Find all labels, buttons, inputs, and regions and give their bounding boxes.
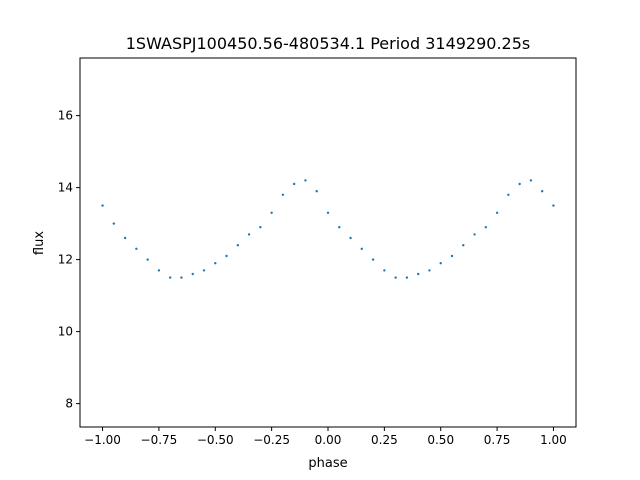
data-point [326,211,330,214]
data-point [315,190,318,193]
data-point [247,233,251,236]
y-axis-label: flux [32,231,47,255]
data-point [540,190,544,193]
data-point [338,226,341,229]
data-point [112,222,116,225]
y-tick-label: 12 [58,253,73,267]
y-axis-ticks: 8 10 12 14 16 [58,109,80,411]
data-point [236,244,240,247]
data-point [304,179,307,182]
data-point [168,276,172,279]
data-point [270,211,273,214]
data-point [462,244,465,247]
y-tick-label: 16 [58,109,73,123]
data-point [371,258,375,261]
data-point [101,204,104,207]
data-point [146,258,149,261]
data-points [101,179,555,279]
chart-title: 1SWASPJ100450.56-480534.1 Period 3149290… [126,34,531,53]
x-tick-label: −0.25 [253,433,290,447]
x-tick-label: 0.25 [371,433,398,447]
x-tick-label: 0.50 [427,433,454,447]
x-axis-label: phase [308,456,347,471]
x-tick-label: −0.75 [141,433,178,447]
data-point [360,247,364,250]
data-point [214,262,217,265]
x-tick-label: −0.50 [197,433,234,447]
x-tick-label: 0.00 [315,433,342,447]
data-point [529,179,533,182]
data-point [484,226,488,229]
data-point [495,211,499,214]
data-point [292,182,296,186]
data-point [383,269,386,272]
data-point [428,269,431,272]
data-point [405,276,409,279]
y-tick-label: 10 [58,325,73,339]
data-point [202,269,206,272]
y-tick-label: 14 [58,181,73,195]
x-tick-label: −1.00 [84,433,121,447]
data-point [157,269,161,272]
data-point [552,204,555,207]
x-axis-ticks: −1.00 −0.75 −0.50 −0.25 0.00 0.25 0.50 0.75 1.00 [84,427,567,447]
data-point [394,276,397,279]
data-point [180,276,183,279]
data-point [191,272,194,276]
data-point [518,182,521,186]
data-point [439,262,442,265]
data-point [473,233,476,236]
data-point [123,236,127,240]
data-point [225,254,228,258]
data-point [507,193,510,196]
data-point [259,226,262,229]
x-tick-label: 1.00 [540,433,567,447]
data-point [349,236,352,240]
x-tick-label: 0.75 [484,433,511,447]
y-tick-label: 8 [65,397,73,411]
data-point [450,254,454,258]
data-point [135,247,138,250]
data-point [281,193,285,196]
data-point [416,272,420,276]
